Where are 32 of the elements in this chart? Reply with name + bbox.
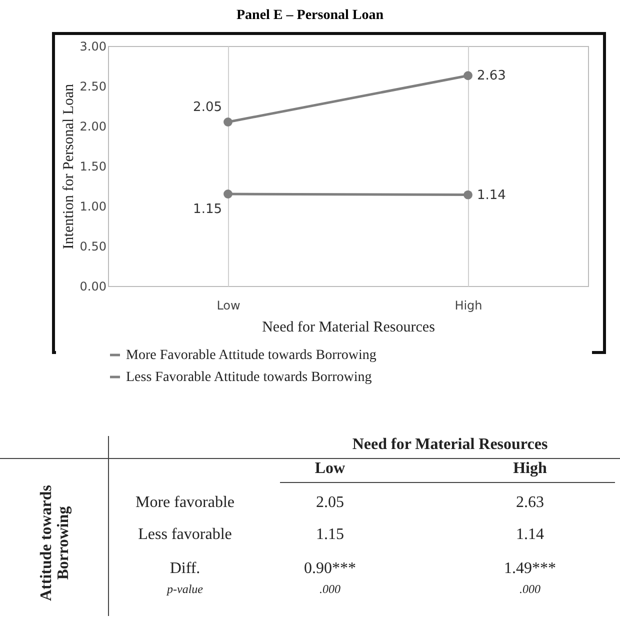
data-label: 2.05 bbox=[193, 100, 222, 115]
y-tick-label: 2.50 bbox=[80, 80, 106, 94]
y-tick-label: 0.50 bbox=[80, 240, 106, 254]
text: 1.14 bbox=[515, 526, 545, 544]
data-label: 1.15 bbox=[193, 202, 222, 217]
text: Attitude towards Borrowing bbox=[38, 484, 72, 603]
y-tick-label: 2.00 bbox=[80, 120, 106, 134]
data-label: 1.14 bbox=[477, 188, 506, 203]
category-label: Low bbox=[314, 460, 346, 477]
category-label: High bbox=[513, 460, 547, 477]
y-tick-label: 3.00 bbox=[80, 40, 106, 54]
text: Diff. bbox=[168, 560, 202, 578]
y-tick-label: 0.00 bbox=[80, 280, 106, 294]
text: p-value bbox=[165, 582, 204, 597]
text: 2.63 bbox=[515, 494, 545, 512]
text: 1.15 bbox=[315, 526, 345, 544]
text: 1.49*** bbox=[503, 560, 557, 578]
text: .000 bbox=[318, 582, 342, 597]
legend-label: Less Favorable Attitude towards Borrowing bbox=[126, 370, 372, 385]
chart-title: Panel E – Personal Loan bbox=[235, 8, 384, 24]
x-axis-title: Need for Material Resources bbox=[262, 320, 436, 336]
legend-label: More Favorable Attitude towards Borrowing bbox=[126, 348, 376, 363]
y-tick-label: 1.00 bbox=[80, 200, 106, 214]
text: More favorable bbox=[134, 494, 236, 512]
text: 2.05 bbox=[316, 494, 344, 511]
data-label: 2.63 bbox=[477, 68, 506, 84]
text: Need for Material Resources bbox=[352, 436, 548, 453]
text: 0.90*** bbox=[303, 560, 357, 578]
y-axis-title: Intention for Personal Loan bbox=[60, 83, 77, 250]
text: Less favorable bbox=[137, 526, 233, 544]
y-tick-label: 1.50 bbox=[80, 160, 106, 174]
text: .000 bbox=[518, 582, 542, 597]
